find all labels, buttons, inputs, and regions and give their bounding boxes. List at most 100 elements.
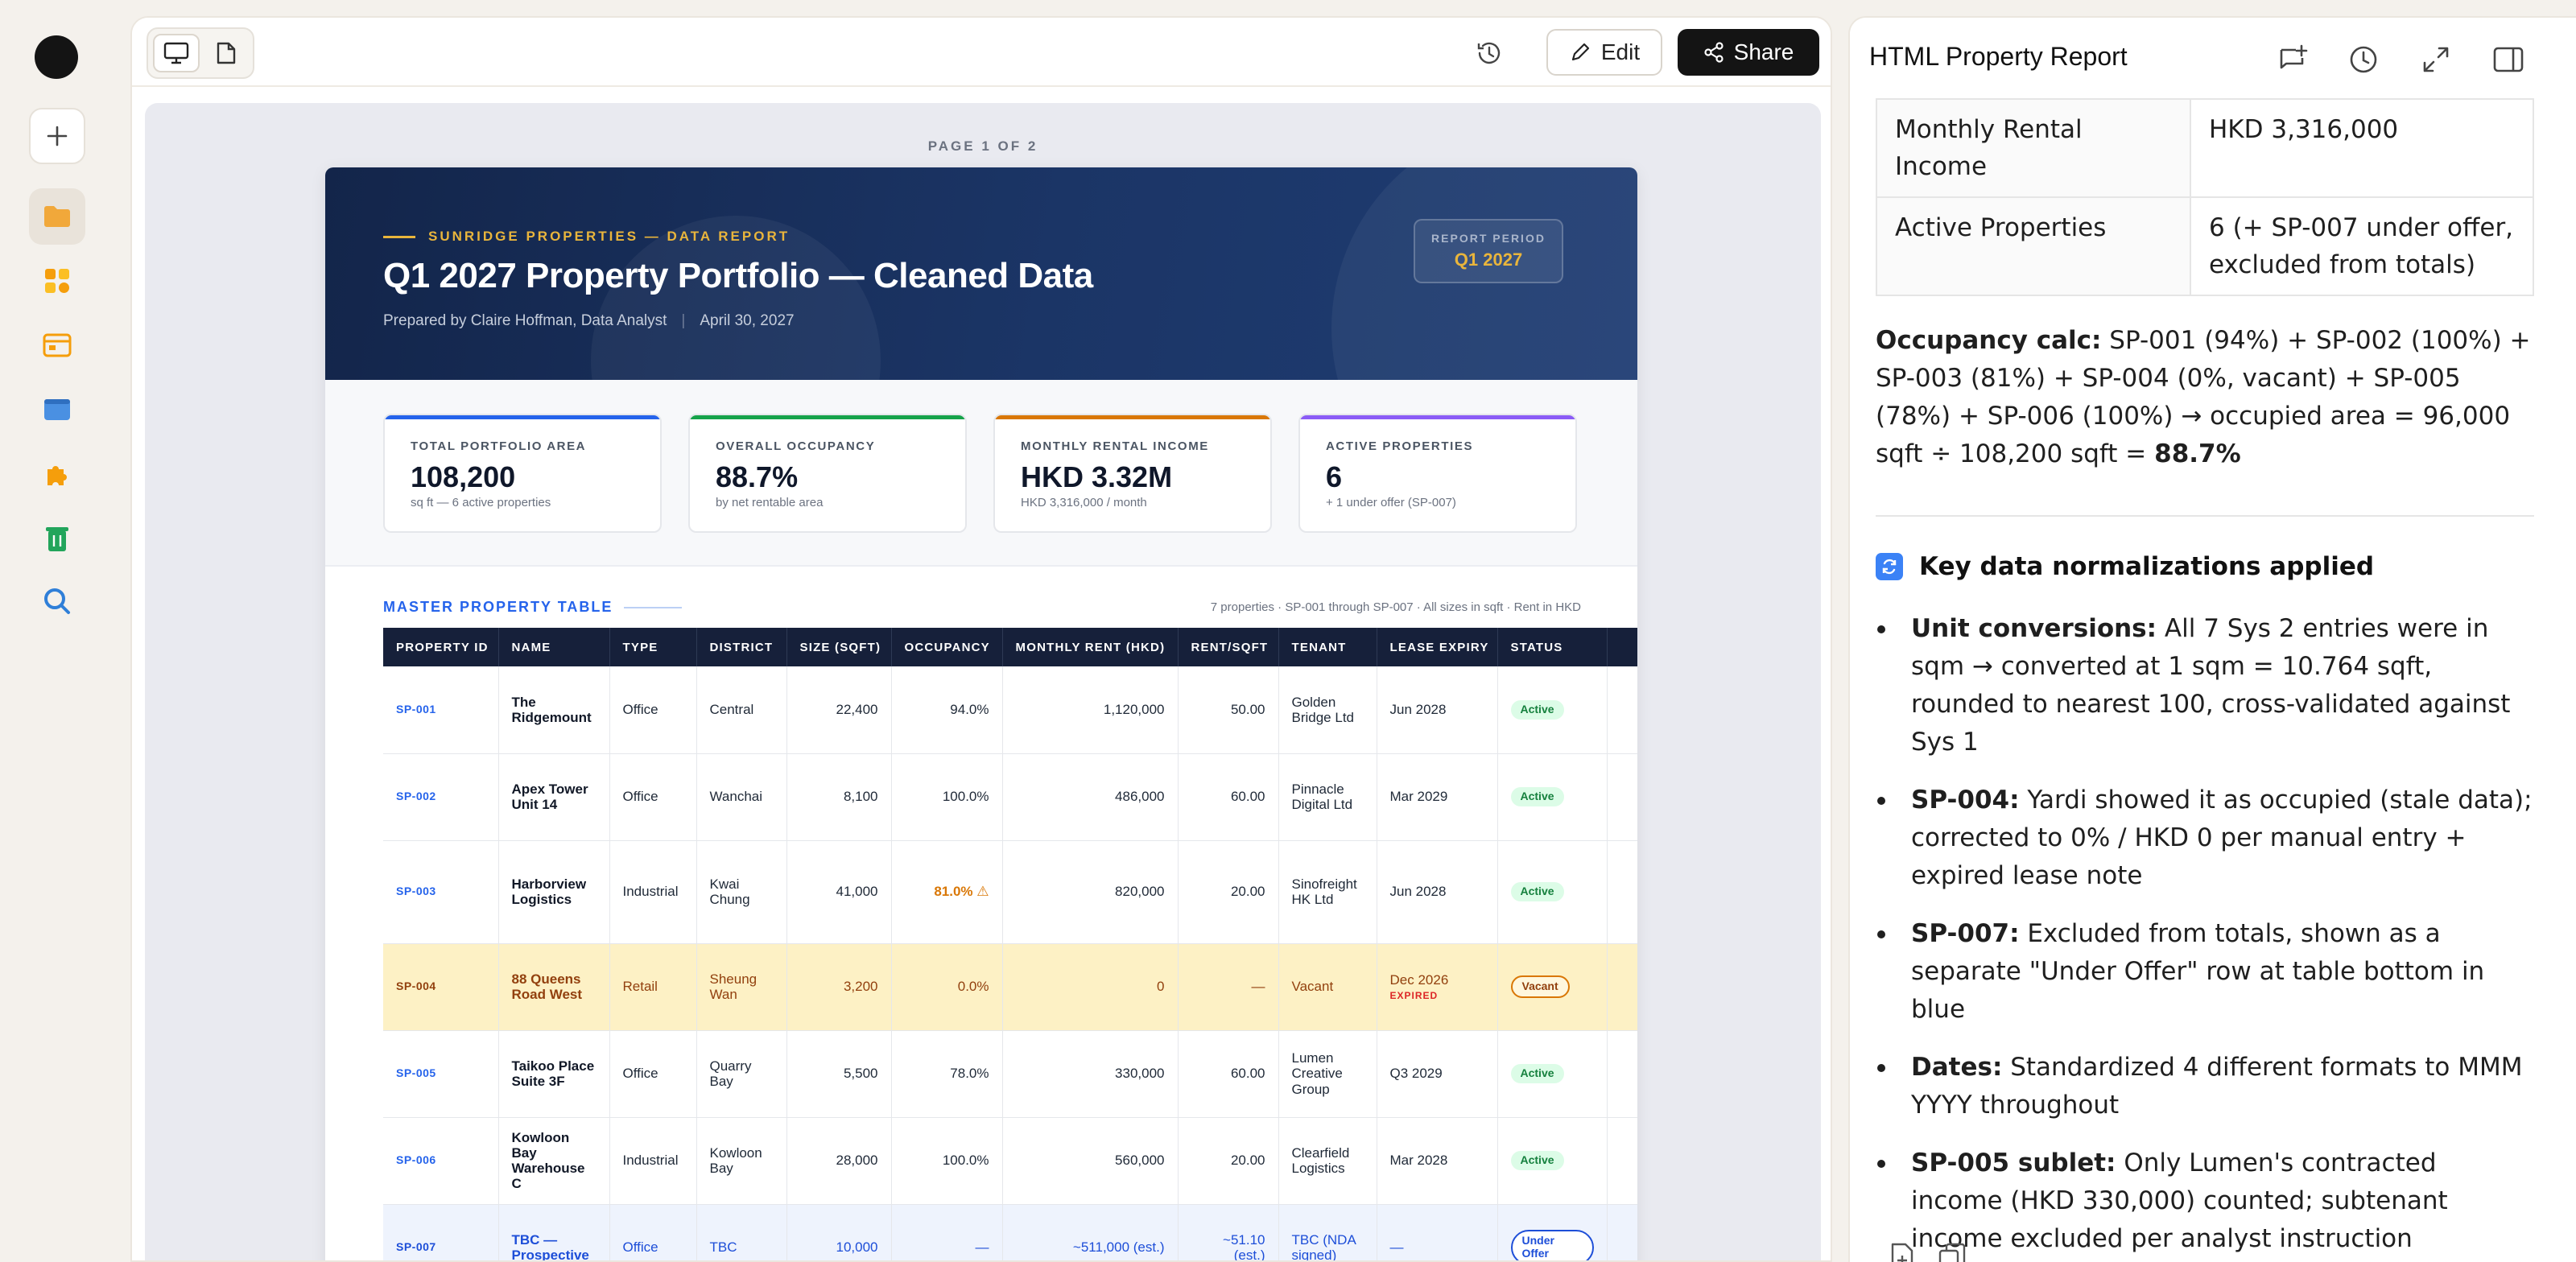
table-row[interactable]: SP-006 Kowloon Bay Warehouse C Industrial K… xyxy=(383,1117,1637,1205)
expiry-date: Q3 2029 xyxy=(1389,1066,1443,1082)
comment-plus-icon xyxy=(2280,44,2308,69)
calendar-nav-button[interactable] xyxy=(29,317,85,373)
district-value: Quarry Bay xyxy=(709,1058,752,1089)
eyebrow-text: SUNRIDGE PROPERTIES — DATA REPORT xyxy=(428,229,791,244)
table-row[interactable]: SP-001 The Ridgemount Office Central 22,400 9… xyxy=(383,666,1637,754)
item-label: SP-007: xyxy=(1911,919,2020,948)
district-cell: Quarry Bay xyxy=(696,1030,787,1118)
occupancy-calc: Occupancy calc: SP-001 (94%) + SP-002 (1… xyxy=(1876,322,2534,473)
occupancy-value: 0.0% xyxy=(957,979,989,995)
document-canvas[interactable]: PAGE 1 OF 2 SUNRIDGE PROPERTIES — DATA R… xyxy=(145,103,1821,1260)
section-title: Key data normalizations applied xyxy=(1919,552,2375,581)
kpi-label: ACTIVE PROPERTIES xyxy=(1326,439,1474,453)
add-comment-button[interactable] xyxy=(2275,42,2310,77)
property-name-value: 88 Queens Road West xyxy=(511,971,583,1002)
column-header[interactable]: SIZE (SQFT) xyxy=(786,628,892,666)
status-badge: Active xyxy=(1510,699,1564,720)
toggle-sidebar-button[interactable] xyxy=(2491,42,2526,77)
page-view-button[interactable] xyxy=(204,34,248,72)
decorative-circle xyxy=(1331,167,1637,380)
table-row: Monthly Rental Income HKD 3,316,000 xyxy=(1876,98,2534,198)
apps-nav-button[interactable] xyxy=(29,253,85,309)
tenant-cell: Lumen Creative Group xyxy=(1278,1030,1377,1118)
size-cell: 22,400 xyxy=(786,666,892,754)
occupancy-cell: 0.0% xyxy=(891,943,1003,1031)
trash-nav-button[interactable] xyxy=(29,510,85,567)
size-value: 10,000 xyxy=(836,1239,878,1256)
lease-expiry-cell: — xyxy=(1377,1204,1498,1260)
artifact-side-panel: HTML Property Report Monthly Rental Inco… xyxy=(1848,16,2576,1262)
column-header[interactable]: TYPE xyxy=(609,628,697,666)
prepared-by: Prepared by Claire Hoffman, Data Analyst xyxy=(383,312,667,329)
property-name-value: Taikoo Place Suite 3F xyxy=(511,1058,595,1089)
tenant-cell: Sinofreight HK Ltd xyxy=(1278,840,1377,944)
kpi-strip: TOTAL PORTFOLIO AREA 108,200 sq ft — 6 a… xyxy=(325,380,1637,567)
list-item: SP-005 sublet: Only Lumen's contracted i… xyxy=(1876,1144,2534,1258)
rent-value: 0 xyxy=(1157,979,1165,995)
desktop-view-button[interactable] xyxy=(153,34,200,72)
window-nav-button[interactable] xyxy=(29,381,85,438)
search-nav-button[interactable] xyxy=(29,573,85,629)
folder-nav-button[interactable] xyxy=(29,188,85,245)
puzzle-icon xyxy=(47,466,67,485)
column-header[interactable]: NAME xyxy=(498,628,610,666)
occupancy-cell: 94.0% xyxy=(891,666,1003,754)
lease-expiry-cell: Mar 2029 xyxy=(1377,753,1498,841)
status-cell: Active xyxy=(1497,666,1608,754)
type-cell: Industrial xyxy=(609,840,697,944)
property-name-cell: Kowloon Bay Warehouse C xyxy=(498,1117,610,1205)
status-cell: Under Offer xyxy=(1497,1204,1608,1260)
table-row[interactable]: SP-004 88 Queens Road West Retail Sheung Wa… xyxy=(383,943,1637,1031)
table-row[interactable]: SP-003 Harborview Logistics Industrial Kwai… xyxy=(383,840,1637,944)
property-name-value: Harborview Logistics xyxy=(511,876,587,907)
district-value: Wanchai xyxy=(709,789,763,805)
list-item: Unit conversions: All 7 Sys 2 entries we… xyxy=(1876,610,2534,761)
column-header[interactable]: STATUS xyxy=(1497,628,1608,666)
overflow-cell xyxy=(1607,666,1637,754)
occupancy-value: 81.0% ⚠ xyxy=(934,884,989,900)
history-button[interactable] xyxy=(1470,34,1509,72)
table-title-wrap: MASTER PROPERTY TABLE xyxy=(383,599,683,616)
tenant-value: Lumen Creative Group xyxy=(1291,1050,1343,1097)
column-header[interactable]: DISTRICT xyxy=(696,628,787,666)
rent-per-sqft-value: 60.00 xyxy=(1230,1066,1265,1082)
type-value: Office xyxy=(622,1066,658,1082)
column-header[interactable]: PROPERTY ID xyxy=(383,628,499,666)
edit-button[interactable]: Edit xyxy=(1546,29,1662,76)
table-row[interactable]: SP-007 TBC — Prospective Office TBC 10,000 — ~… xyxy=(383,1204,1637,1260)
report-page: SUNRIDGE PROPERTIES — DATA REPORT Q1 202… xyxy=(325,167,1637,1260)
rent-per-sqft-cell: 20.00 xyxy=(1178,840,1279,944)
expired-tag: EXPIRED xyxy=(1389,989,1439,1001)
column-header[interactable]: LEASE EXPIRY xyxy=(1377,628,1498,666)
district-cell: Kowloon Bay xyxy=(696,1117,787,1205)
summary-table: Monthly Rental Income HKD 3,316,000 Acti… xyxy=(1876,98,2534,296)
column-header[interactable]: TENANT xyxy=(1278,628,1377,666)
rent-value: 486,000 xyxy=(1115,789,1165,805)
table-row[interactable]: SP-005 Taikoo Place Suite 3F Office Quarry … xyxy=(383,1030,1637,1118)
column-header[interactable]: OCCUPANCY xyxy=(891,628,1003,666)
kpi-subtext: by net rentable area xyxy=(716,496,824,509)
summary-value: HKD 3,316,000 xyxy=(2190,98,2534,198)
copy-button[interactable] xyxy=(1937,1241,1967,1262)
type-value: Office xyxy=(622,789,658,805)
new-chat-button[interactable] xyxy=(29,108,85,164)
occupancy-cell: 100.0% xyxy=(891,1117,1003,1205)
app-logo-icon[interactable] xyxy=(35,35,78,79)
summary-key: Monthly Rental Income xyxy=(1876,98,2191,198)
plugins-nav-button[interactable] xyxy=(29,446,85,502)
size-value: 8,100 xyxy=(843,789,878,805)
view-mode-toggle xyxy=(147,27,254,79)
eyebrow-bar xyxy=(383,235,415,238)
expiry-date: Jun 2028 xyxy=(1389,702,1447,718)
table-row[interactable]: SP-002 Apex Tower Unit 14 Office Wanchai 8,1… xyxy=(383,753,1637,841)
column-header[interactable]: MONTHLY RENT (HKD) xyxy=(1002,628,1179,666)
panel-history-button[interactable] xyxy=(2346,42,2381,77)
district-value: Central xyxy=(709,702,754,718)
summary-key: Active Properties xyxy=(1876,196,2191,296)
expiry-date: Mar 2028 xyxy=(1389,1153,1448,1169)
file-copy-button[interactable] xyxy=(1889,1241,1916,1262)
expand-button[interactable] xyxy=(2418,42,2454,77)
share-button[interactable]: Share xyxy=(1678,29,1819,76)
column-header[interactable]: RENT/SQFT xyxy=(1178,628,1279,666)
kpi-stripe xyxy=(1300,415,1575,419)
